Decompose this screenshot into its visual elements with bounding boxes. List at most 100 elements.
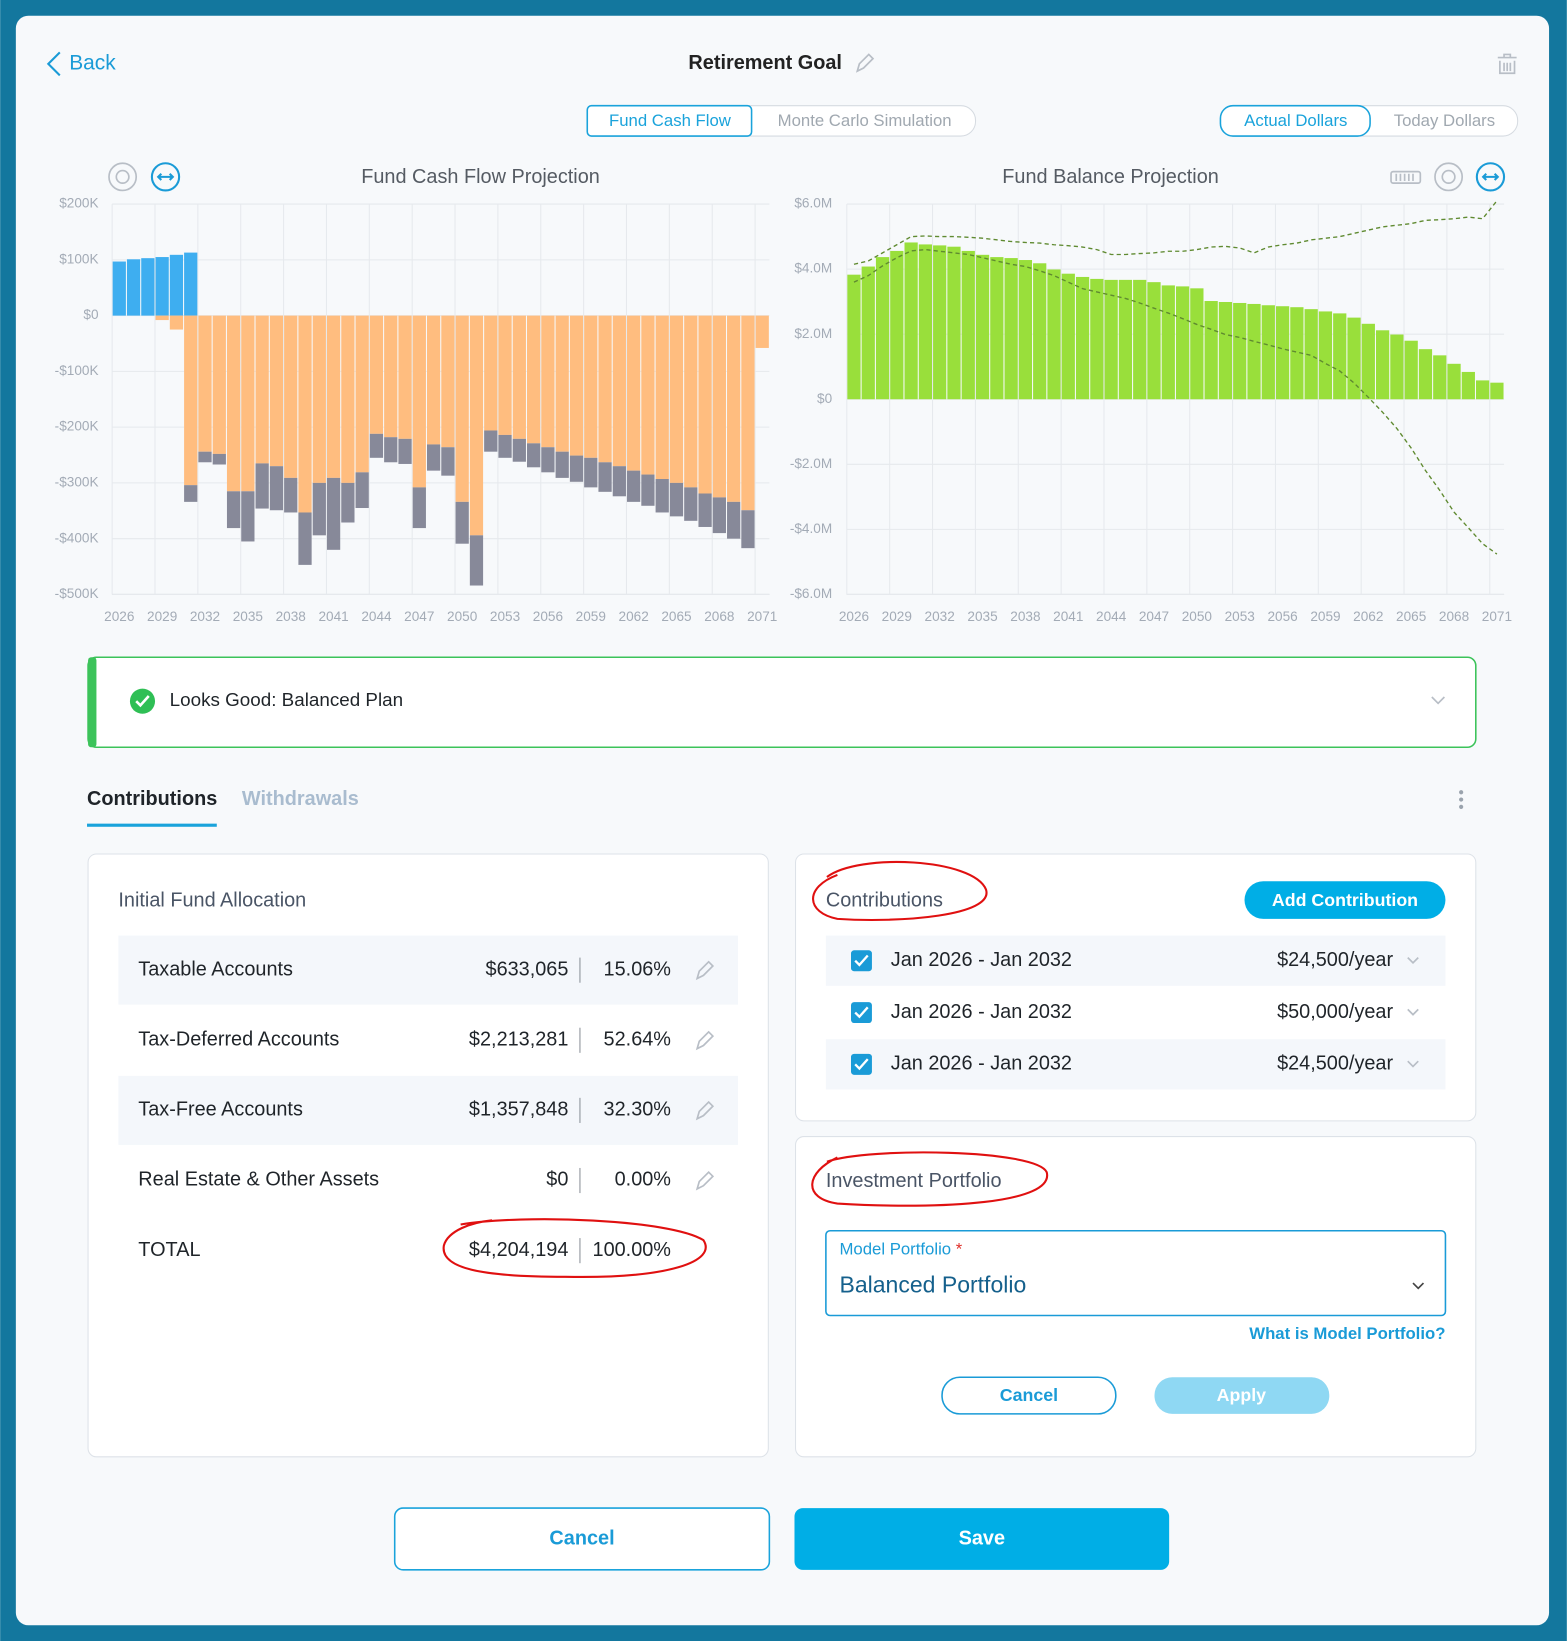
help-link[interactable]: What is Model Portfolio? (1249, 1324, 1445, 1343)
button-label[interactable]: Save (959, 1528, 1005, 1550)
bar (555, 451, 569, 478)
row-chevron[interactable] (1407, 1008, 1419, 1016)
expand-icon[interactable] (1475, 162, 1506, 192)
bar (384, 315, 398, 438)
y-tick-label: -$6.0M (790, 586, 832, 601)
reset-icon[interactable] (1434, 162, 1464, 192)
bar (741, 315, 755, 511)
y-tick-label: -$500K (55, 586, 99, 601)
footer-save[interactable] (794, 1508, 1170, 1570)
bar (598, 315, 612, 463)
checkbox[interactable] (851, 1053, 872, 1075)
bar (669, 315, 684, 483)
x-tick-label: 2062 (1353, 609, 1383, 624)
footer-cancel[interactable] (393, 1507, 771, 1571)
button-label[interactable]: Add Contribution (1272, 890, 1418, 910)
x-tick-label: 2065 (661, 609, 691, 624)
dollar-tab[interactable]: Actual Dollars (1244, 111, 1347, 130)
contribution-period: Jan 2026 - Jan 2032 (891, 949, 1072, 971)
bar (1333, 313, 1347, 400)
legend-icon[interactable] (1390, 170, 1422, 184)
bar (1233, 302, 1247, 400)
bar (947, 246, 961, 400)
panel-title: Contributions (826, 889, 943, 911)
bar (512, 438, 526, 462)
line (853, 200, 1498, 265)
y-tick-label: $0 (83, 307, 99, 322)
bar (312, 315, 326, 483)
bar (198, 315, 212, 452)
y-tick-label: $2.0M (794, 326, 832, 341)
delete-icon[interactable] (1497, 53, 1517, 75)
back-link[interactable]: Back (69, 51, 116, 74)
section-tab[interactable]: Withdrawals (242, 788, 359, 810)
dollar-tab[interactable]: Today Dollars (1394, 111, 1495, 130)
bar (569, 315, 584, 456)
status-text: Looks Good: Balanced Plan (170, 689, 403, 710)
bar (355, 315, 369, 473)
legend-glyph (1395, 173, 1414, 182)
edit-icon[interactable] (695, 960, 715, 981)
contribution-period: Jan 2026 - Jan 2032 (891, 1001, 1072, 1023)
bar (641, 474, 655, 506)
bar (498, 434, 512, 458)
edit-icon[interactable] (695, 1100, 715, 1121)
bar (541, 315, 555, 448)
y-tick-label: $6.0M (794, 196, 832, 211)
checkbox[interactable] (851, 1002, 872, 1024)
x-tick-label: 2053 (490, 609, 520, 624)
bar (1075, 276, 1090, 400)
bar (698, 493, 712, 527)
bar (655, 479, 669, 513)
panel-title: Initial Fund Allocation (118, 889, 306, 911)
annotation-circle (811, 1151, 1048, 1207)
bar (698, 315, 712, 494)
row-amount: $4,204,194 (469, 1239, 568, 1261)
bar (1476, 380, 1490, 400)
edit-icon[interactable] (695, 1030, 715, 1051)
row-shade (118, 1075, 738, 1145)
bar (355, 472, 369, 509)
bar (184, 485, 198, 502)
bar (1018, 260, 1033, 400)
bar (455, 315, 469, 502)
required-mark: * (956, 1240, 963, 1259)
button-label[interactable]: Cancel (549, 1528, 614, 1550)
contribution-amount: $24,500/year (1277, 949, 1393, 971)
view-tab[interactable]: Monte Carlo Simulation (778, 111, 952, 130)
bar (1361, 323, 1375, 400)
cancel-button[interactable] (941, 1376, 1117, 1415)
row-chevron[interactable] (1407, 1060, 1419, 1068)
view-tab[interactable]: Fund Cash Flow (609, 111, 732, 130)
bar (198, 451, 212, 463)
bar (212, 315, 226, 454)
back-icon[interactable] (46, 51, 61, 77)
y-tick-label: -$300K (55, 475, 99, 490)
portfolio-select[interactable] (825, 1229, 1447, 1317)
button-label[interactable]: Cancel (1000, 1385, 1058, 1405)
add-contribution-button[interactable] (1244, 881, 1446, 919)
bar (555, 315, 569, 452)
bar (684, 487, 698, 521)
dollar-tab-active[interactable] (1219, 104, 1371, 137)
bar (155, 315, 169, 321)
section-tab[interactable]: Contributions (87, 788, 217, 810)
row-amount: $1,357,848 (469, 1099, 568, 1121)
status-chevron[interactable] (1431, 696, 1445, 705)
bar (1247, 303, 1261, 400)
reset-icon[interactable] (108, 162, 138, 192)
field-label-text: Model Portfolio (839, 1240, 951, 1259)
x-tick-label: 2041 (318, 609, 348, 624)
button-label[interactable]: Apply (1217, 1385, 1267, 1405)
expand-icon[interactable] (150, 162, 181, 192)
apply-button[interactable] (1154, 1377, 1330, 1414)
checkbox[interactable] (851, 950, 872, 972)
view-tab-active[interactable] (586, 104, 753, 137)
edit-icon[interactable] (695, 1170, 715, 1191)
menu-icon[interactable] (1459, 790, 1464, 809)
row-chevron[interactable] (1407, 957, 1419, 965)
bar (598, 462, 612, 492)
bar (484, 315, 498, 431)
bar (398, 315, 412, 439)
edit-title-icon[interactable] (855, 53, 875, 73)
